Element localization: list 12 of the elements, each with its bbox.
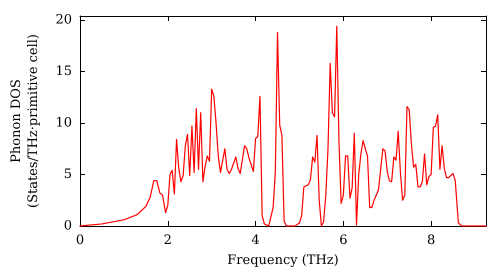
x-tick-label: 8 <box>426 233 436 248</box>
x-tick-label: 6 <box>339 233 348 248</box>
y-axis-title: Phonon DOS (States/THz·primitive cell) <box>9 34 41 208</box>
x-axis-title: Frequency (THz) <box>227 252 339 268</box>
y-tick-label: 15 <box>55 64 72 80</box>
y-tick-label: 5 <box>64 167 72 182</box>
y-tick-label: 0 <box>64 218 72 234</box>
y-tick-label: 10 <box>55 116 72 131</box>
x-tick-label: 2 <box>164 233 172 248</box>
x-tick-label: 0 <box>76 233 84 248</box>
y-tick-label: 20 <box>55 12 72 28</box>
x-tick-label: 4 <box>251 233 260 248</box>
